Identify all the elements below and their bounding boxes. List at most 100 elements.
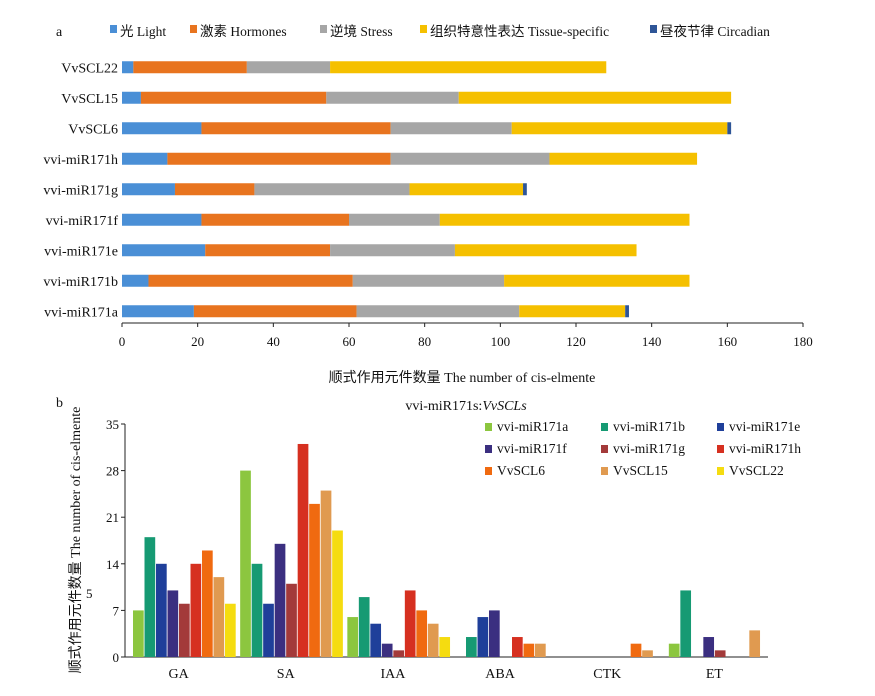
panel-a-x-tick-label: 80 (418, 334, 431, 349)
panel-b-bar (381, 643, 393, 657)
panel-a-category-label: VvSCL6 (68, 122, 118, 137)
panel-b-legend-label: VvSCL6 (497, 463, 545, 478)
panel-b-bar (489, 610, 500, 657)
panel-a-x-tick-label: 60 (343, 334, 356, 349)
panel-a-bar-segment (122, 244, 206, 257)
panel-b-legend-label: vvi-miR171h (729, 441, 801, 456)
panel-b-bar (144, 537, 156, 657)
panel-b-bar (263, 603, 274, 657)
panel-b-legend-swatch (485, 445, 492, 453)
panel-b-bar (370, 623, 382, 657)
panel-a-legend-swatch (650, 25, 657, 33)
panel-a-category-label: vvi-miR171b (43, 275, 118, 290)
panel-b-legend-swatch (717, 423, 724, 431)
panel-a-bar-segment (390, 152, 550, 165)
panel-b-legend-swatch (717, 467, 724, 475)
panel-a-legend-label: 组织特意性表达 Tissue-specific (430, 23, 609, 39)
panel-b-bar (309, 503, 320, 657)
panel-a-bar-segment (458, 91, 732, 104)
panel-b-y-tick-label: 7 (113, 603, 120, 618)
panel-a-legend-swatch (110, 25, 117, 33)
panel-b-legend-label: VvSCL22 (729, 463, 784, 478)
panel-a-bar-segment (439, 213, 690, 226)
panel-b-title-main: vvi-miR171s: (405, 399, 482, 414)
panel-b-bar (477, 617, 489, 657)
panel-b-legend-swatch (485, 423, 492, 431)
panel-b-bar (274, 543, 286, 657)
panel-a-bar-segment (727, 122, 732, 135)
panel-b-bar (523, 643, 535, 657)
panel-b-label: b (56, 396, 63, 411)
panel-a-legend-label: 逆境 Stress (330, 24, 393, 39)
panel-a-bar-segment (122, 152, 168, 165)
panel-a-x-tick-label: 140 (642, 334, 662, 349)
panel-b-bar (251, 563, 263, 657)
panel-b-bar (156, 563, 167, 657)
panel-b-bar (320, 490, 332, 657)
panel-a-bar-segment (326, 91, 459, 104)
panel-a-bar-segment (409, 183, 524, 196)
panel-b-legend-label: vvi-miR171f (497, 441, 567, 456)
panel-b-bar (179, 603, 190, 657)
panel-b-bar (466, 637, 477, 657)
panel-b-bar (332, 530, 343, 657)
panel-a-bar-segment (523, 183, 527, 196)
panel-a-x-tick-label: 180 (793, 334, 813, 349)
panel-b-y-axis-title: 顺式作用元件数量 The number of cis-elmente (68, 407, 84, 674)
panel-b-bar (512, 637, 523, 657)
panel-a-bar-segment (356, 305, 520, 318)
panel-b-bar (240, 470, 251, 657)
panel-b-y-tick-label: 21 (106, 510, 119, 525)
panel-a-x-tick-label: 100 (491, 334, 511, 349)
panel-b-bar (680, 590, 692, 657)
panel-a-bar-segment (193, 305, 357, 318)
panel-a-bar-segment (148, 274, 353, 287)
panel-a-bar-segment (205, 244, 331, 257)
panel-b-bar (202, 550, 213, 657)
panel-a-category-label: vvi-miR171a (44, 305, 119, 320)
panel-a-x-tick-label: 160 (718, 334, 738, 349)
panel-a-bar-segment (246, 61, 331, 74)
panel-b-legend-swatch (601, 445, 608, 453)
panel-a-legend-swatch (320, 25, 327, 33)
panel-b-category-label: GA (168, 667, 189, 682)
panel-b-bar (668, 643, 680, 657)
panel-a-bar-segment (122, 91, 141, 104)
panel-b-y-tick-label: 14 (106, 557, 120, 572)
panel-b-y-tick-label: 35 (106, 417, 119, 432)
panel-b-legend-swatch (485, 467, 492, 475)
panel-a-bar-segment (625, 305, 629, 318)
panel-b-bar (714, 650, 726, 657)
panel-a-x-tick-label: 20 (191, 334, 204, 349)
panel-a-bar-segment (140, 91, 327, 104)
panel-a-bar-segment (330, 244, 455, 257)
panel-b-legend-swatch (601, 423, 608, 431)
panel-a-bar-segment (511, 122, 728, 135)
panel-b-bar (167, 590, 179, 657)
panel-b-legend-label: vvi-miR171g (613, 441, 685, 456)
panel-b-bar (393, 650, 405, 657)
panel-b-bar (225, 603, 236, 657)
panel-b-title-italic: VvSCLs (482, 399, 527, 414)
panel-b-bar (286, 583, 297, 657)
panel-b-category-label: CTK (593, 667, 621, 682)
panel-b-legend-swatch (601, 467, 608, 475)
panel-a-category-label: vvi-miR171g (43, 183, 118, 198)
panel-a-x-tick-label: 0 (119, 334, 126, 349)
panel-b-y-tick-label: 28 (106, 464, 119, 479)
panel-b-legend-label: vvi-miR171e (729, 419, 800, 434)
panel-b-category-label: SA (277, 667, 296, 682)
panel-a-bar-segment (174, 183, 255, 196)
panel-a-bar-segment (519, 305, 626, 318)
panel-a-bar-segment (454, 244, 637, 257)
panel-a-bar-segment (254, 183, 410, 196)
panel-b-bar (749, 630, 761, 657)
panel-b-footnote-mark: 5 (86, 586, 93, 601)
panel-a-bar-segment (122, 183, 175, 196)
panel-a-bar-segment (390, 122, 512, 135)
panel-a-x-tick-label: 120 (566, 334, 586, 349)
panel-b-y-tick-label: 0 (113, 650, 120, 665)
panel-b-bar (416, 610, 428, 657)
panel-b-bar (427, 623, 439, 657)
